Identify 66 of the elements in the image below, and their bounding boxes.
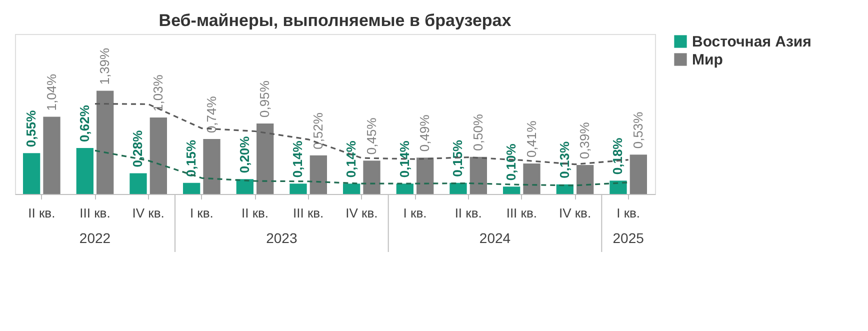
x-tick-label: IV кв.	[346, 206, 378, 220]
data-label: 0,15%	[450, 140, 466, 177]
data-label: 0,41%	[524, 120, 539, 158]
bar	[150, 118, 167, 194]
x-tick-label: II кв.	[241, 206, 269, 220]
bar	[310, 155, 327, 194]
bar	[23, 153, 40, 194]
data-label: 0,95%	[257, 80, 272, 118]
x-tick-label: I кв.	[616, 206, 640, 220]
data-label: 0,52%	[310, 112, 326, 150]
x-tick-label: III кв.	[80, 206, 110, 220]
data-label: 0,45%	[364, 117, 379, 155]
bar	[630, 154, 647, 194]
bar	[576, 165, 594, 194]
bar	[363, 160, 380, 194]
data-label: 0,74%	[204, 96, 219, 134]
data-label: 0,13%	[556, 141, 572, 178]
x-tick-label: III кв.	[293, 206, 324, 220]
bar	[96, 90, 114, 194]
data-label: 0,18%	[610, 137, 626, 175]
legend-label: Восточная Азия	[692, 34, 812, 50]
x-tick-label: I кв.	[403, 206, 427, 220]
bar	[236, 179, 254, 194]
x-tick-label: II кв.	[454, 206, 482, 220]
data-label: 0,28%	[130, 130, 146, 168]
x-tick-label: II кв.	[28, 206, 56, 220]
bar	[396, 184, 414, 194]
bar	[503, 186, 520, 194]
bar	[470, 156, 487, 194]
data-label: 0,14%	[396, 140, 412, 178]
data-label: 0,14%	[344, 140, 359, 178]
text: 2022	[79, 230, 111, 246]
bar	[610, 180, 627, 194]
legend-label: Мир	[692, 52, 723, 68]
data-label: 0,10%	[504, 143, 519, 181]
data-label: 0,39%	[577, 122, 592, 160]
data-label: 0,50%	[470, 114, 486, 151]
bar	[450, 182, 467, 194]
data-label: 1,04%	[44, 73, 59, 111]
bar	[523, 164, 540, 194]
text: 2023	[266, 230, 298, 246]
data-label: 1,39%	[97, 47, 112, 85]
text: 2025	[612, 230, 644, 246]
bar	[416, 158, 434, 194]
bar	[290, 184, 307, 194]
data-label: 1,03%	[150, 74, 166, 112]
chart-title: Веб-майнеры, выполняемые в браузерах	[158, 11, 512, 30]
x-tick-label: I кв.	[190, 206, 214, 220]
bar	[130, 173, 147, 194]
bar	[43, 116, 60, 194]
x-tick-label: IV кв.	[132, 206, 164, 220]
x-tick-label: IV кв.	[558, 206, 592, 220]
bar	[256, 123, 274, 194]
bar	[203, 139, 220, 194]
bar	[76, 148, 94, 194]
bar	[343, 184, 360, 194]
text: 2024	[479, 230, 511, 246]
data-label: 0,62%	[76, 104, 92, 142]
x-tick-label: III кв.	[506, 206, 537, 220]
data-label: 0,15%	[184, 140, 199, 177]
data-label: 0,14%	[290, 140, 306, 178]
data-label: 0,20%	[236, 136, 252, 174]
data-label: 0,49%	[417, 114, 432, 152]
data-label: 0,55%	[24, 110, 39, 148]
data-label: 0,53%	[630, 111, 646, 149]
bar	[183, 182, 200, 194]
